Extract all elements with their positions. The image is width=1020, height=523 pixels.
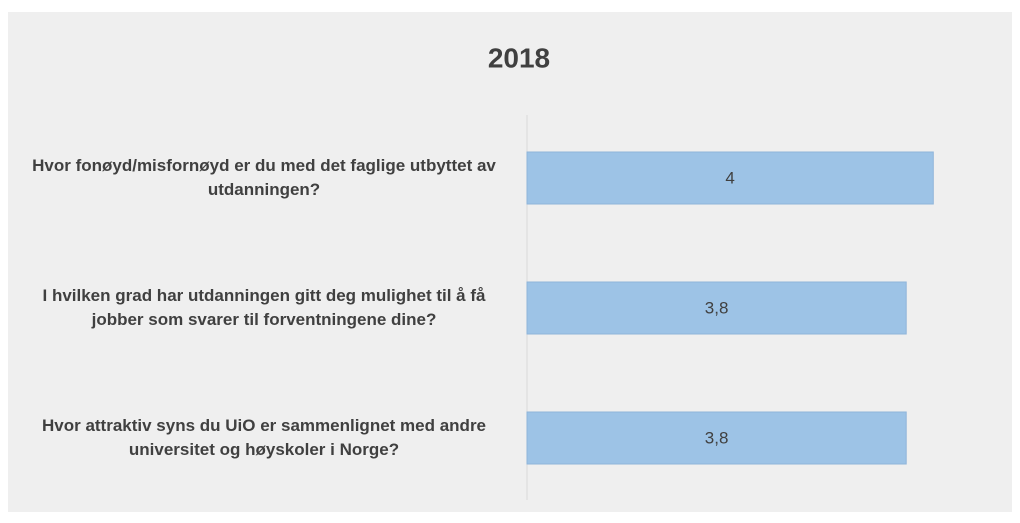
bar xyxy=(526,151,934,205)
category-label: I hvilken grad har utdanningen gitt deg … xyxy=(42,286,486,329)
category-label: Hvor attraktiv syns du UiO er sammenlign… xyxy=(41,416,487,459)
value-label: 3,8 xyxy=(705,428,729,447)
bar xyxy=(526,281,907,335)
chart-title: 2018 xyxy=(488,42,550,73)
bar xyxy=(526,411,907,465)
value-label: 4 xyxy=(725,168,734,187)
category-label: Hvor fonøyd/misfornøyd er du med det fag… xyxy=(32,156,496,199)
value-label: 3,8 xyxy=(705,298,729,317)
